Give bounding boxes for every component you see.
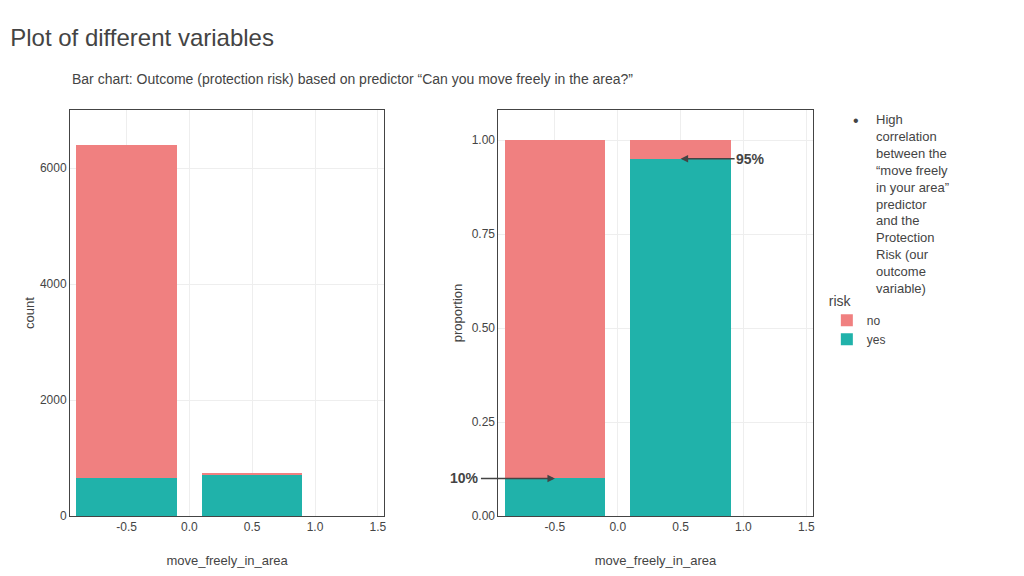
svg-text:0.00: 0.00 [472, 509, 496, 523]
svg-text:0.50: 0.50 [472, 321, 496, 335]
svg-text:0.75: 0.75 [472, 227, 496, 241]
svg-text:Highcorrelationbetween the“mov: Highcorrelationbetween the“move freelyin… [876, 112, 949, 296]
svg-text:0.5: 0.5 [244, 520, 261, 534]
svg-text:count: count [22, 297, 37, 329]
svg-text:no: no [867, 314, 881, 328]
svg-text:1.0: 1.0 [307, 520, 324, 534]
svg-text:Bar chart: Outcome (protection: Bar chart: Outcome (protection risk) bas… [72, 71, 633, 87]
svg-text:1.5: 1.5 [370, 520, 387, 534]
svg-text:yes: yes [867, 333, 886, 347]
svg-text:1.5: 1.5 [798, 520, 815, 534]
svg-text:Plot of different variables: Plot of different variables [10, 24, 274, 51]
svg-text:1.0: 1.0 [735, 520, 752, 534]
svg-text:•: • [853, 112, 859, 129]
svg-text:6000: 6000 [40, 161, 67, 175]
svg-text:move_freely_in_area: move_freely_in_area [595, 553, 717, 568]
svg-text:risk: risk [829, 293, 852, 309]
svg-text:95%: 95% [736, 151, 765, 167]
svg-text:-0.5: -0.5 [116, 520, 137, 534]
svg-text:0.25: 0.25 [472, 415, 496, 429]
svg-text:0.5: 0.5 [672, 520, 689, 534]
svg-text:10%: 10% [450, 470, 479, 486]
svg-text:0: 0 [60, 509, 67, 523]
svg-text:-0.5: -0.5 [545, 520, 566, 534]
svg-text:move_freely_in_area: move_freely_in_area [166, 553, 288, 568]
svg-text:proportion: proportion [450, 284, 465, 343]
svg-text:1.00: 1.00 [472, 133, 496, 147]
svg-text:0.0: 0.0 [181, 520, 198, 534]
svg-text:2000: 2000 [40, 393, 67, 407]
svg-text:4000: 4000 [40, 277, 67, 291]
svg-text:0.0: 0.0 [609, 520, 626, 534]
